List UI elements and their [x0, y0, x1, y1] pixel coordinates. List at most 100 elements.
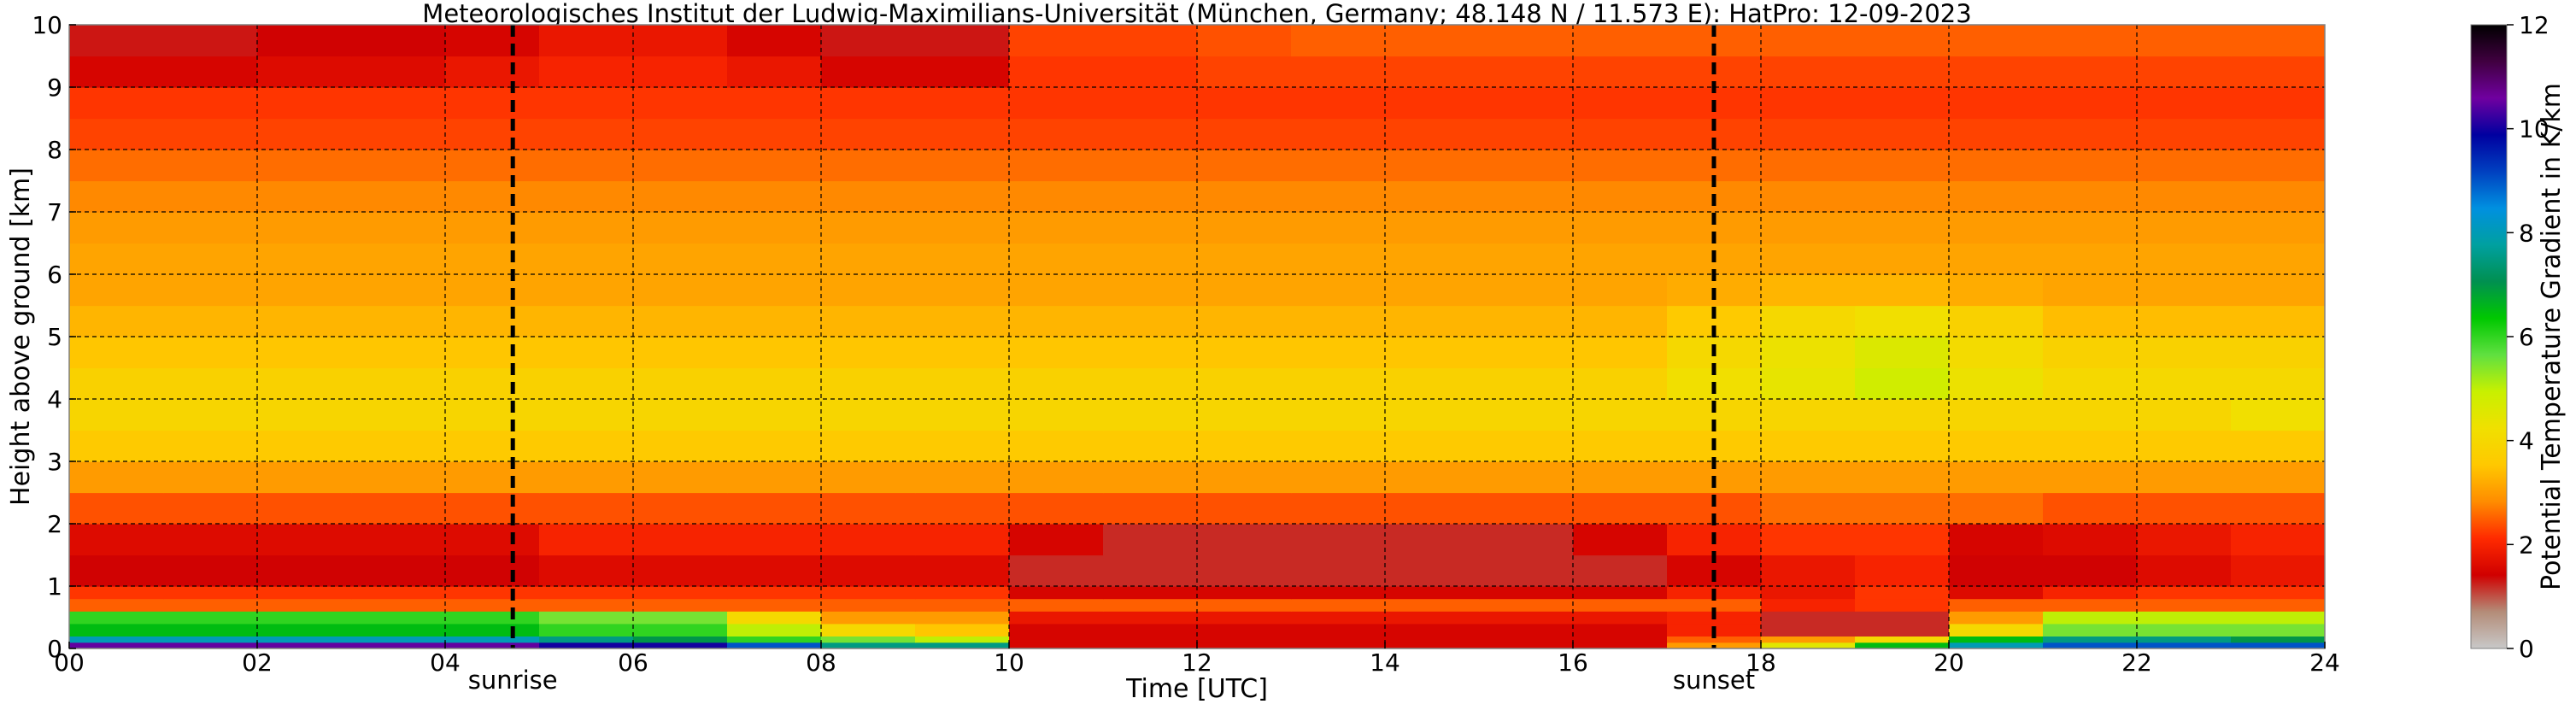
heatmap-cell: [2231, 623, 2325, 637]
annotation-lines: [510, 25, 1716, 648]
heatmap-cell: [539, 642, 634, 648]
heatmap-cell: [1949, 56, 2044, 88]
heatmap-cell: [1667, 636, 1762, 643]
heatmap-cell: [1009, 337, 1104, 369]
heatmap-cell: [539, 305, 634, 337]
heatmap-cell: [1197, 180, 1292, 213]
heatmap-cell: [1479, 150, 1574, 182]
heatmap-cell: [1479, 430, 1574, 462]
heatmap-cell: [727, 25, 822, 57]
heatmap-cell: [2231, 118, 2325, 150]
heatmap-cell: [163, 367, 258, 400]
heatmap-cell: [633, 150, 728, 182]
heatmap-cell: [2043, 56, 2138, 88]
heatmap-cell: [1009, 118, 1104, 150]
heatmap-cell: [1009, 243, 1104, 275]
y-tick-label: 7: [47, 198, 62, 226]
heatmap-cell: [727, 212, 822, 244]
heatmap-cell: [821, 337, 916, 369]
heatmap-cell: [915, 642, 1010, 648]
heatmap-cell: [1197, 461, 1292, 494]
heatmap-cell: [257, 598, 352, 612]
heatmap-cell: [1949, 461, 2044, 494]
heatmap-cell: [163, 305, 258, 337]
heatmap-cell: [1385, 636, 1480, 643]
heatmap-cell: [2043, 586, 2138, 600]
heatmap-cell: [1009, 274, 1104, 307]
heatmap-cell: [351, 598, 446, 612]
heatmap-cell: [163, 461, 258, 494]
heatmap-cell: [2043, 274, 2138, 307]
heatmap-cell: [1855, 87, 1950, 120]
x-tick-label: 16: [1558, 648, 1588, 677]
heatmap-cell: [2043, 623, 2138, 637]
y-tick-label: 9: [47, 73, 62, 102]
heatmap-cell: [1855, 305, 1950, 337]
heatmap-cell: [2043, 399, 2138, 431]
heatmap-cell: [821, 642, 916, 648]
heatmap-cell: [1573, 524, 1668, 556]
heatmap-cell: [539, 636, 634, 643]
heatmap-cell: [727, 598, 822, 612]
heatmap-cell: [1103, 430, 1198, 462]
heatmap-cell: [821, 461, 916, 494]
heatmap-cell: [633, 636, 728, 643]
heatmap-cell: [1479, 598, 1574, 612]
heatmap-cell: [257, 492, 352, 525]
heatmap-cell: [539, 461, 634, 494]
heatmap-cell: [351, 461, 446, 494]
heatmap-cell: [69, 212, 164, 244]
colorbar-tick-label: 4: [2519, 427, 2534, 455]
heatmap-cell: [2137, 243, 2232, 275]
y-tick-label: 2: [47, 510, 62, 538]
heatmap-cell: [445, 337, 540, 369]
heatmap-cell: [1761, 150, 1856, 182]
heatmap-cell: [1855, 636, 1950, 643]
heatmap-cell: [1291, 598, 1386, 612]
heatmap-cell: [2137, 118, 2232, 150]
heatmap-cell: [1103, 305, 1198, 337]
heatmap-cell: [1949, 367, 2044, 400]
heatmap-cell: [445, 367, 540, 400]
heatmap-cell: [2137, 554, 2232, 587]
heatmap-cell: [821, 611, 916, 625]
heatmap-cell: [821, 492, 916, 525]
heatmap-cell: [445, 554, 540, 587]
heatmap-cell: [351, 430, 446, 462]
heatmap-cell: [1103, 623, 1198, 637]
heatmap-cell: [1009, 636, 1104, 643]
heatmap-cell: [633, 461, 728, 494]
heatmap-cell: [1291, 305, 1386, 337]
heatmap-cell: [1009, 56, 1104, 88]
heatmap-cell: [257, 367, 352, 400]
heatmap-cell: [2231, 180, 2325, 213]
heatmap-cells: [69, 25, 2325, 648]
heatmap-cell: [1855, 492, 1950, 525]
heatmap-cell: [1573, 598, 1668, 612]
heatmap-cell: [1385, 243, 1480, 275]
heatmap-cell: [2231, 430, 2325, 462]
heatmap-cell: [445, 492, 540, 525]
heatmap-cell: [1761, 554, 1856, 587]
heatmap-cell: [1385, 554, 1480, 587]
heatmap-cell: [633, 399, 728, 431]
heatmap-cell: [445, 623, 540, 637]
heatmap-cell: [1761, 461, 1856, 494]
heatmap-cell: [2137, 150, 2232, 182]
heatmap-cell: [2137, 367, 2232, 400]
heatmap-cell: [1573, 642, 1668, 648]
heatmap-cell: [1103, 642, 1198, 648]
heatmap-cell: [2137, 586, 2232, 600]
heatmap-cell: [445, 430, 540, 462]
colorbar-ticks: 0 2 4 6 8 10 12: [2507, 11, 2550, 663]
heatmap-cell: [257, 399, 352, 431]
heatmap-cell: [539, 337, 634, 369]
x-tick-label: 02: [242, 648, 273, 677]
heatmap-cell: [1573, 118, 1668, 150]
heatmap-cell: [2043, 118, 2138, 150]
heatmap-cell: [539, 212, 634, 244]
heatmap-cell: [1573, 243, 1668, 275]
heatmap-cell: [821, 180, 916, 213]
heatmap-cell: [1479, 337, 1574, 369]
